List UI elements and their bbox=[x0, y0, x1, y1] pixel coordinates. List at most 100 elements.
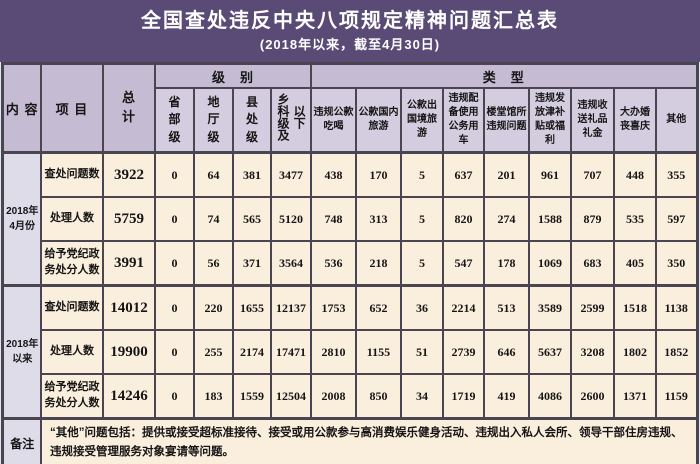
table-row: 处理人数 5759 0 74 565 5120 748 313 5 820 27… bbox=[3, 196, 699, 242]
value-cell: 0 bbox=[153, 284, 195, 331]
value-cell: 536 bbox=[309, 240, 357, 287]
value-cell: 0 bbox=[153, 196, 195, 242]
table-row: 给予党纪政务处分人数 3991 0 56 371 3564 536 218 5 … bbox=[3, 240, 699, 287]
header-type-overseas-travel: 公款出国境旅游 bbox=[399, 87, 444, 154]
value-cell: 1559 bbox=[231, 373, 272, 420]
total-value: 14246 bbox=[101, 373, 156, 420]
value-cell: 4086 bbox=[527, 373, 572, 420]
value-cell: 565 bbox=[231, 196, 272, 242]
value-cell: 3564 bbox=[269, 240, 312, 287]
period-cell: 2018年 以来 bbox=[1, 284, 42, 420]
value-cell: 1069 bbox=[527, 240, 572, 287]
summary-table: 内 容 项 目 总计 级 别 类 型 省部级 地厅级 县处级 乡科级及以下 违规… bbox=[1, 62, 699, 464]
row-label: 处理人数 bbox=[39, 196, 104, 242]
value-cell: 381 bbox=[231, 151, 272, 198]
value-cell: 3589 bbox=[527, 284, 572, 331]
value-cell: 1852 bbox=[654, 329, 699, 375]
value-cell: 405 bbox=[612, 240, 657, 287]
header-level-provincial: 省部级 bbox=[153, 87, 195, 154]
header-type-domestic-travel: 公款国内旅游 bbox=[354, 87, 402, 154]
value-cell: 17471 bbox=[269, 329, 312, 375]
row-label: 查处问题数 bbox=[39, 151, 104, 198]
value-cell: 448 bbox=[612, 151, 657, 198]
value-cell: 820 bbox=[441, 196, 485, 242]
value-cell: 12137 bbox=[269, 284, 312, 331]
value-cell: 1159 bbox=[654, 373, 699, 420]
value-cell: 748 bbox=[309, 196, 357, 242]
value-cell: 1371 bbox=[612, 373, 657, 420]
row-label: 给予党纪政务处分人数 bbox=[39, 240, 104, 287]
value-cell: 2810 bbox=[309, 329, 357, 375]
value-cell: 34 bbox=[399, 373, 444, 420]
value-cell: 12504 bbox=[269, 373, 312, 420]
total-value: 3922 bbox=[101, 151, 156, 198]
header-type-buildings: 楼堂馆所违规问题 bbox=[482, 87, 530, 154]
row-label: 给予党纪政务处分人数 bbox=[39, 373, 104, 420]
value-cell: 2008 bbox=[309, 373, 357, 420]
value-cell: 879 bbox=[569, 196, 615, 242]
value-cell: 2214 bbox=[441, 284, 485, 331]
header-type-allowances: 违规发放津补贴或福利 bbox=[527, 87, 572, 154]
total-value: 5759 bbox=[101, 196, 156, 242]
total-value: 14012 bbox=[101, 284, 156, 331]
value-cell: 74 bbox=[192, 196, 234, 242]
note-text: “其他”问题包括：提供或接受超标准接待、接受或用公款参与高消费娱乐健身活动、违规… bbox=[39, 417, 699, 464]
value-cell: 313 bbox=[354, 196, 402, 242]
value-cell: 2739 bbox=[441, 329, 485, 375]
header-level-group: 级 别 bbox=[153, 62, 312, 89]
value-cell: 438 bbox=[309, 151, 357, 198]
header-type-weddings-funerals: 大办婚丧喜庆 bbox=[612, 87, 657, 154]
value-cell: 274 bbox=[482, 196, 530, 242]
value-cell: 1138 bbox=[654, 284, 699, 331]
header-type-gifts: 违规收送礼品礼金 bbox=[569, 87, 615, 154]
header-type-group: 类 型 bbox=[309, 62, 699, 89]
row-label: 处理人数 bbox=[39, 329, 104, 375]
value-cell: 1518 bbox=[612, 284, 657, 331]
value-cell: 1802 bbox=[612, 329, 657, 375]
value-cell: 547 bbox=[441, 240, 485, 287]
value-cell: 419 bbox=[482, 373, 530, 420]
value-cell: 36 bbox=[399, 284, 444, 331]
value-cell: 5 bbox=[399, 151, 444, 198]
value-cell: 646 bbox=[482, 329, 530, 375]
value-cell: 56 bbox=[192, 240, 234, 287]
header-type-dining: 违规公款吃喝 bbox=[309, 87, 357, 154]
value-cell: 535 bbox=[612, 196, 657, 242]
value-cell: 652 bbox=[354, 284, 402, 331]
value-cell: 597 bbox=[654, 196, 699, 242]
value-cell: 218 bbox=[354, 240, 402, 287]
value-cell: 0 bbox=[153, 373, 195, 420]
value-cell: 3477 bbox=[269, 151, 312, 198]
value-cell: 371 bbox=[231, 240, 272, 287]
header-level-county: 县处级 bbox=[231, 87, 272, 154]
value-cell: 850 bbox=[354, 373, 402, 420]
value-cell: 51 bbox=[399, 329, 444, 375]
total-value: 19900 bbox=[101, 329, 156, 375]
value-cell: 220 bbox=[192, 284, 234, 331]
value-cell: 1753 bbox=[309, 284, 357, 331]
value-cell: 0 bbox=[153, 329, 195, 375]
header-type-official-cars: 违规配备使用公务用车 bbox=[441, 87, 485, 154]
row-label: 查处问题数 bbox=[39, 284, 104, 331]
value-cell: 0 bbox=[153, 151, 195, 198]
value-cell: 1155 bbox=[354, 329, 402, 375]
value-cell: 0 bbox=[153, 240, 195, 287]
title-band: 全国查处违反中央八项规定精神问题汇总表 (2018年以来，截至4月30日) bbox=[0, 0, 700, 62]
total-value: 3991 bbox=[101, 240, 156, 287]
value-cell: 201 bbox=[482, 151, 530, 198]
header-content: 内 容 bbox=[1, 62, 42, 154]
table-row: 2018年 以来 查处问题数 14012 0 220 1655 12137 17… bbox=[1, 284, 699, 420]
value-cell: 2174 bbox=[231, 329, 272, 375]
table-row: 处理人数 19900 0 255 2174 17471 2810 1155 51… bbox=[3, 329, 699, 375]
value-cell: 1588 bbox=[527, 196, 572, 242]
value-cell: 5 bbox=[399, 196, 444, 242]
value-cell: 355 bbox=[654, 151, 699, 198]
value-cell: 5 bbox=[399, 240, 444, 287]
value-cell: 183 bbox=[192, 373, 234, 420]
value-cell: 3208 bbox=[569, 329, 615, 375]
value-cell: 707 bbox=[569, 151, 615, 198]
header-level-prefecture: 地厅级 bbox=[192, 87, 234, 154]
value-cell: 5120 bbox=[269, 196, 312, 242]
value-cell: 255 bbox=[192, 329, 234, 375]
header-total: 总计 bbox=[101, 62, 156, 154]
